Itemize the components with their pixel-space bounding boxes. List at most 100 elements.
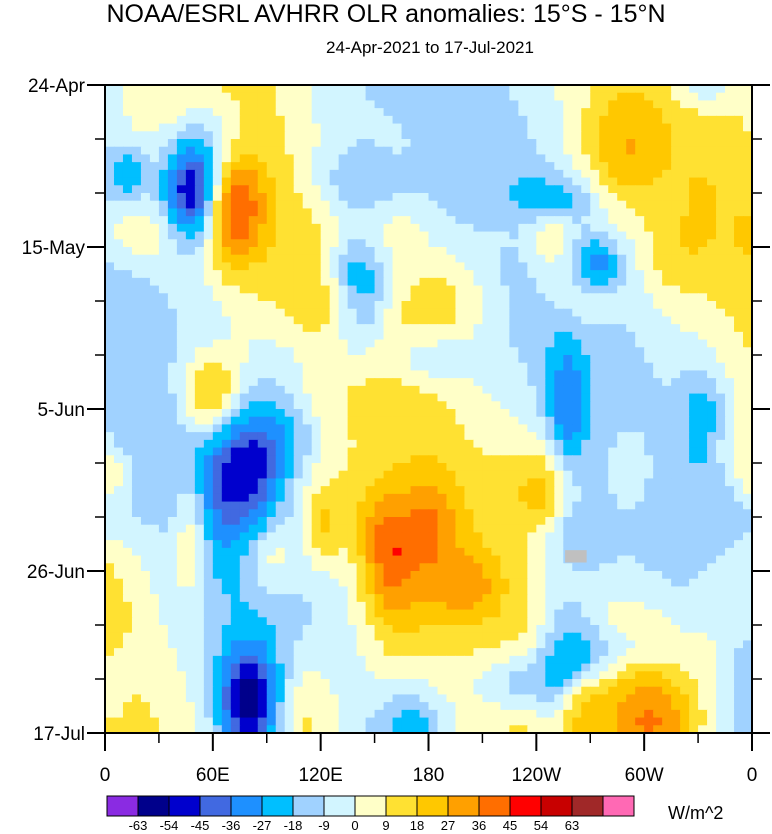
field-cell	[320, 262, 331, 271]
field-cell	[392, 393, 403, 402]
field-cell	[194, 301, 205, 310]
field-cell	[338, 262, 349, 271]
field-cell	[446, 331, 457, 341]
field-cell	[131, 131, 142, 140]
field-cell	[536, 509, 546, 518]
chart-subtitle: 24-Apr-2021 to 17-Jul-2021	[326, 38, 534, 57]
field-cell	[455, 501, 466, 510]
field-cell	[743, 177, 752, 186]
field-cell	[392, 293, 403, 302]
field-cell	[689, 193, 699, 202]
field-cell	[257, 555, 268, 564]
field-cell	[446, 146, 457, 156]
field-cell	[347, 162, 358, 171]
field-cell	[653, 200, 663, 210]
field-cell	[176, 447, 187, 456]
field-cell	[167, 216, 178, 225]
field-cell	[644, 540, 654, 549]
field-cell	[131, 223, 142, 233]
field-cell	[590, 578, 600, 588]
field-cell	[716, 162, 726, 171]
field-cell	[401, 108, 412, 117]
field-cell	[158, 470, 169, 480]
field-cell	[293, 123, 304, 132]
field-cell	[257, 100, 268, 109]
field-cell	[437, 293, 448, 302]
field-cell	[176, 501, 187, 510]
field-cell	[410, 609, 421, 618]
field-cell	[608, 308, 618, 318]
field-cell	[734, 139, 744, 148]
field-cell	[653, 285, 663, 294]
field-cell	[248, 123, 259, 132]
field-cell	[383, 254, 394, 264]
field-cell	[176, 586, 187, 595]
field-cell	[131, 262, 142, 271]
field-cell	[122, 239, 133, 248]
field-cell	[626, 385, 636, 395]
field-cell	[131, 455, 142, 464]
field-cell	[302, 169, 313, 179]
field-cell	[203, 601, 214, 611]
field-cell	[644, 131, 654, 140]
field-cell	[248, 108, 259, 117]
field-cell	[689, 177, 699, 186]
field-cell	[428, 540, 439, 549]
field-cell	[401, 324, 412, 333]
field-cell	[374, 509, 385, 518]
field-cell	[392, 439, 403, 449]
field-cell	[518, 355, 528, 364]
field-cell	[707, 131, 717, 140]
field-cell	[500, 308, 510, 318]
field-cell	[509, 524, 519, 534]
field-cell	[212, 532, 223, 541]
field-cell	[608, 524, 618, 534]
field-cell	[563, 239, 573, 248]
field-cell	[716, 270, 726, 279]
field-cell	[572, 223, 582, 233]
field-cell	[365, 123, 376, 132]
field-cell	[527, 123, 537, 132]
field-cell	[275, 331, 286, 341]
field-cell	[311, 439, 322, 449]
field-cell	[671, 247, 681, 256]
field-cell	[446, 154, 457, 163]
field-cell	[392, 254, 403, 264]
field-cell	[617, 216, 627, 225]
field-cell	[230, 517, 241, 526]
field-cell	[105, 578, 115, 588]
field-cell	[698, 370, 708, 379]
field-cell	[671, 501, 681, 510]
field-cell	[527, 131, 537, 140]
field-cell	[608, 324, 618, 333]
field-cell	[527, 432, 537, 441]
field-cell	[734, 547, 744, 557]
field-cell	[203, 285, 214, 294]
field-cell	[194, 270, 205, 279]
field-cell	[122, 115, 133, 125]
field-cell	[635, 594, 645, 603]
field-cell	[653, 231, 663, 240]
field-cell	[356, 85, 367, 94]
field-cell	[122, 208, 133, 217]
field-cell	[527, 586, 537, 595]
field-cell	[275, 439, 286, 449]
field-cell	[707, 439, 717, 449]
field-cell	[716, 601, 726, 611]
field-cell	[194, 578, 205, 588]
field-cell	[158, 370, 169, 379]
field-cell	[680, 393, 690, 402]
field-cell	[122, 478, 133, 487]
field-cell	[743, 231, 752, 240]
field-cell	[311, 594, 322, 603]
field-cell	[158, 555, 169, 564]
field-cell	[338, 578, 349, 588]
field-cell	[563, 316, 573, 325]
field-cell	[428, 571, 439, 580]
field-cell	[617, 571, 627, 580]
field-cell	[311, 223, 322, 233]
field-cell	[410, 331, 421, 341]
field-cell	[554, 239, 564, 248]
field-cell	[572, 463, 582, 472]
field-cell	[356, 123, 367, 132]
